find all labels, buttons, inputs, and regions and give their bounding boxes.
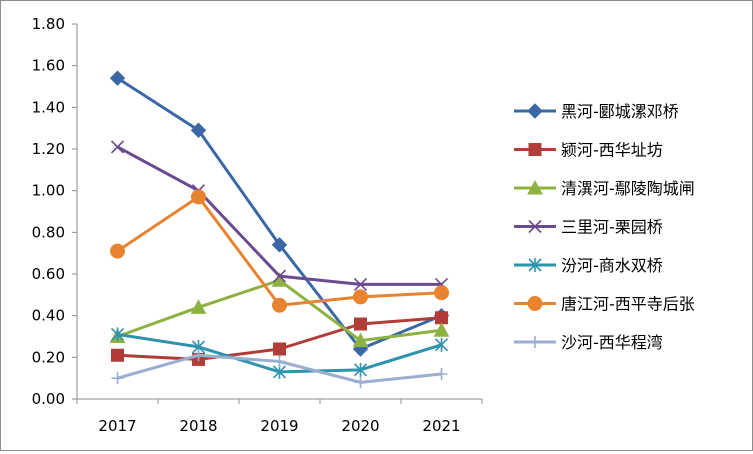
data-point [109, 70, 126, 86]
data-point [273, 355, 286, 368]
y-tick-label: 0.20 [32, 348, 65, 366]
legend-marker [527, 179, 543, 195]
x-tick-label: 2018 [179, 417, 217, 435]
data-point [354, 376, 367, 389]
data-point [435, 311, 448, 325]
series-1 [109, 70, 450, 357]
y-tick-label: 1.40 [32, 98, 65, 116]
legend-label: 清潩河-鄢陵陶城闸 [561, 179, 695, 198]
y-tick-label: 0.80 [32, 223, 65, 241]
legend-item: 清潩河-鄢陵陶城闸 [514, 179, 695, 198]
data-point [353, 289, 368, 305]
data-point [352, 332, 369, 348]
data-point [111, 348, 124, 362]
data-point [272, 269, 287, 283]
legend-item: 唐江河-西平寺后张 [514, 295, 695, 314]
legend-label: 颍河-西华址坊 [561, 141, 663, 160]
legend-marker [529, 336, 541, 348]
data-point [433, 322, 450, 337]
legend-label: 汾河-商水双桥 [561, 256, 663, 275]
y-tick-label: 1.20 [32, 140, 65, 158]
data-point [110, 327, 125, 342]
legend-marker [527, 296, 543, 311]
data-point [273, 342, 286, 356]
x-tick-label: 2021 [422, 417, 460, 435]
legend-item: 颍河-西华址坊 [514, 141, 663, 160]
data-point [271, 237, 288, 253]
legend-marker [527, 103, 543, 119]
data-point [192, 349, 205, 362]
series-7 [111, 349, 448, 389]
series-lines [109, 70, 450, 389]
data-point [353, 362, 368, 377]
data-point [111, 372, 124, 385]
x-tick-label: 2019 [260, 417, 298, 435]
data-point [435, 368, 448, 380]
data-point [434, 337, 449, 352]
legend-item: 汾河-商水双桥 [514, 256, 663, 275]
data-point [354, 317, 367, 331]
legend-label: 三里河-栗园桥 [561, 218, 663, 237]
series-4 [110, 140, 449, 291]
y-tick-label: 1.80 [32, 15, 65, 33]
legend-label: 黑河-郾城漯邓桥 [561, 102, 679, 121]
legend: 黑河-郾城漯邓桥颍河-西华址坊清潩河-鄢陵陶城闸三里河-栗园桥汾河-商水双桥唐江… [514, 102, 695, 352]
series-5 [110, 327, 449, 379]
legend-item: 黑河-郾城漯邓桥 [514, 102, 679, 121]
data-point [272, 297, 287, 313]
y-tick-label: 0.60 [32, 265, 65, 283]
data-point [434, 285, 449, 301]
data-point [191, 189, 206, 205]
series-line [116, 145, 442, 286]
data-point [353, 277, 368, 291]
data-point [110, 243, 125, 259]
legend-label: 唐江河-西平寺后张 [561, 295, 695, 314]
data-point [190, 122, 207, 138]
legend-label: 沙河-西华程湾 [561, 333, 663, 352]
legend-marker [528, 143, 542, 156]
legend-item: 沙河-西华程湾 [514, 333, 663, 352]
y-axis: 0.00 0.20 0.40 0.60 0.80 1.00 1.20 1.40 1.60 1.80 [32, 15, 78, 408]
x-tick-label: 2017 [98, 417, 136, 435]
x-tick-label: 2020 [341, 417, 379, 435]
data-point [190, 299, 207, 314]
x-axis: 2017 2018 2019 2020 2021 [76, 398, 483, 435]
y-tick-label: 1.60 [32, 57, 65, 75]
series-6 [110, 189, 449, 313]
y-tick-label: 1.00 [32, 182, 65, 200]
legend-marker [528, 219, 542, 234]
y-tick-label: 0.40 [32, 307, 65, 325]
legend-marker [528, 258, 542, 272]
legend-item: 三里河-栗园桥 [514, 218, 663, 237]
data-point [110, 140, 125, 154]
y-tick-label: 0.00 [32, 390, 65, 408]
